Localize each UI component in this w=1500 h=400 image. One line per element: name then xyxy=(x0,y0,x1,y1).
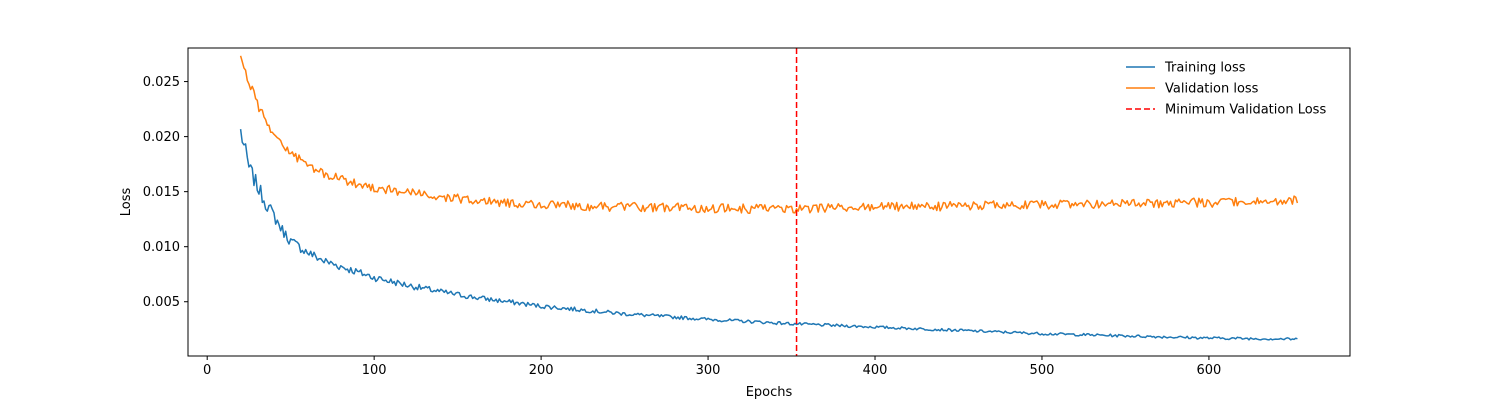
x-tick-label: 400 xyxy=(863,363,888,378)
ticks-layer: 0 100 200 300 400 500 600 0.005 0.010 0.015 0.020 0… xyxy=(143,75,1222,378)
x-tick-label: 300 xyxy=(696,363,721,378)
legend-label: Validation loss xyxy=(1165,82,1259,97)
series-line xyxy=(239,55,1299,215)
series-layer xyxy=(239,48,1299,356)
y-tick-label: 0.010 xyxy=(143,240,180,255)
legend-label: Training loss xyxy=(1164,61,1246,76)
y-tick-label: 0.015 xyxy=(143,185,180,200)
x-tick-label: 600 xyxy=(1197,363,1222,378)
y-tick-label: 0.020 xyxy=(143,130,180,145)
x-axis-title: Epochs xyxy=(746,385,793,400)
series-line xyxy=(239,129,1298,341)
x-tick-label: 0 xyxy=(203,363,211,378)
plot-frame xyxy=(187,47,1351,357)
legend: Training loss Validation loss Minimum Vali… xyxy=(1126,61,1326,118)
x-tick-label: 100 xyxy=(362,363,387,378)
legend-label: Minimum Validation Loss xyxy=(1165,103,1326,118)
x-tick-label: 500 xyxy=(1030,363,1055,378)
y-tick-label: 0.005 xyxy=(143,295,180,310)
y-axis-title: Loss xyxy=(119,188,134,217)
y-tick-label: 0.025 xyxy=(143,75,180,90)
x-tick-label: 200 xyxy=(529,363,554,378)
